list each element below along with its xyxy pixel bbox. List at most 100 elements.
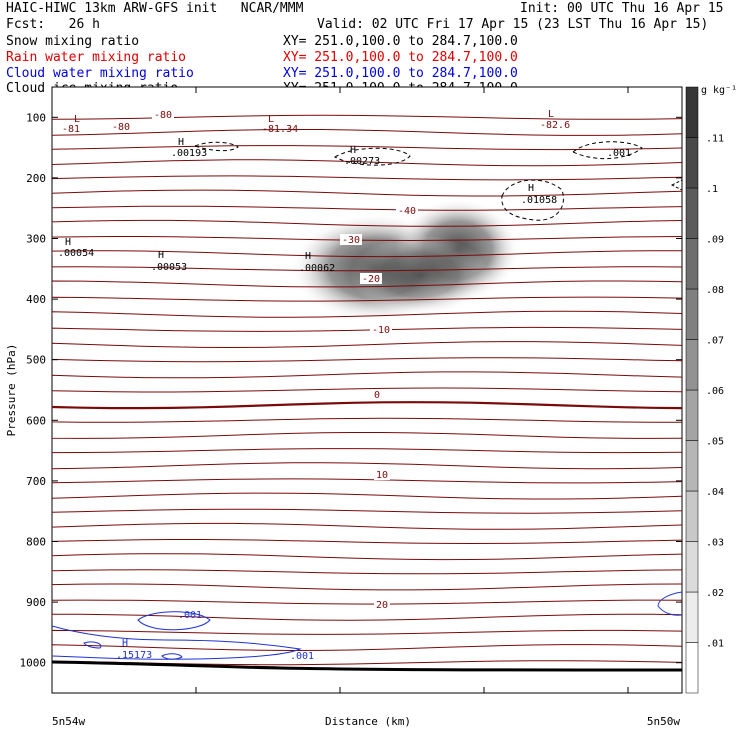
- temp-label: -80: [112, 122, 130, 133]
- isotherm: [52, 145, 682, 151]
- temp-label-bg: [370, 324, 392, 335]
- extremum-type: H: [178, 137, 184, 148]
- extremum-value: .00054: [58, 248, 94, 259]
- field-snow-xy: XY= 251.0,100.0 to 284.7,100.0: [283, 34, 518, 49]
- colorbar-bin: [685, 440, 699, 492]
- isotherm: [52, 492, 682, 500]
- isotherm: [52, 159, 682, 167]
- ice-contour: [501, 179, 564, 221]
- x-tick-label-right: 5n50w: [647, 715, 680, 728]
- temp-label: -10: [372, 325, 390, 336]
- isotherm: [52, 432, 682, 439]
- isotherm: [52, 539, 682, 545]
- colorbar: .01 .02 .03 .04 .05 .06 .07 .08 .09 .1 .11 g kg⁻¹: [685, 85, 737, 694]
- colorbar-bin: [685, 137, 699, 189]
- temp-label-bg: [360, 273, 382, 284]
- y-tick-label: 400: [26, 293, 46, 306]
- x-tick-label-left: 5n54w: [52, 715, 85, 728]
- header-title: HAIC-HIWC 13km ARW-GFS init NCAR/MMM: [6, 1, 304, 16]
- colorbar-label: .07: [706, 336, 724, 347]
- colorbar-label: .11: [706, 134, 724, 145]
- isotherm: [52, 219, 682, 227]
- colorbar-label: .1: [706, 184, 718, 195]
- isotherm: [52, 326, 682, 332]
- isotherm: [52, 387, 682, 393]
- water-contour: [657, 591, 682, 616]
- extremum-type: H: [158, 250, 164, 261]
- y-axis-label: Pressure (hPa): [5, 344, 18, 437]
- colorbar-label: .03: [706, 538, 724, 549]
- isotherm: [52, 644, 682, 652]
- isotherm: [52, 522, 682, 530]
- ice-contour: [333, 147, 411, 166]
- extremum-value: -81.34: [262, 124, 298, 135]
- x-axis-label: Distance (km): [325, 715, 411, 728]
- y-tick-label: 600: [26, 414, 46, 427]
- extremum-type: H: [122, 638, 128, 649]
- colorbar-bin: [685, 642, 699, 694]
- water-contour: [161, 653, 183, 660]
- temp-label: 0: [374, 390, 380, 401]
- temp-label-bg: [374, 469, 390, 480]
- isotherm: [52, 569, 682, 575]
- isotherm: [52, 114, 682, 120]
- ice-contour-label: .001: [607, 148, 631, 159]
- isotherm: [52, 310, 682, 318]
- extremum-type: H: [305, 251, 311, 262]
- isotherm: [52, 417, 682, 423]
- extremum-value: .15173: [116, 650, 152, 661]
- extremum-value: -82.6: [540, 120, 570, 131]
- extremum-type: H: [528, 183, 534, 194]
- y-tick-label: 900: [26, 596, 46, 609]
- colorbar-label: .01: [706, 639, 724, 650]
- isotherm: [52, 129, 682, 136]
- colorbar-bin: [685, 86, 699, 138]
- colorbar-label: .05: [706, 437, 724, 448]
- isotherm: [52, 613, 682, 621]
- field-snow-name: Snow mixing ratio: [6, 34, 140, 49]
- colorbar-bin: [685, 389, 699, 441]
- colorbar-bin: [685, 591, 699, 643]
- y-tick-label: 200: [26, 172, 46, 185]
- colorbar-label: .09: [706, 235, 724, 246]
- colorbar-label: .04: [706, 487, 724, 498]
- isotherm: [52, 280, 682, 288]
- y-tick-label: 500: [26, 354, 46, 367]
- field-rain-name: Rain water mixing ratio: [6, 50, 187, 65]
- isotherm: [52, 296, 682, 302]
- extremum-value: .00062: [299, 263, 335, 274]
- temp-label: -80: [154, 110, 172, 121]
- isotherm: [52, 401, 682, 410]
- isotherm: [52, 462, 682, 470]
- field-cloudwater-xy: XY= 251.0,100.0 to 284.7,100.0: [283, 66, 518, 81]
- cloud-water-contours: [52, 591, 682, 660]
- extremum-type: H: [350, 145, 356, 156]
- colorbar-bin: [685, 288, 699, 340]
- y-tick-label: 1000: [20, 657, 47, 670]
- extremum-type: L: [74, 114, 80, 125]
- extremum-value: .00193: [171, 148, 207, 159]
- field-rain-xy: XY= 251.0,100.0 to 284.7,100.0: [283, 50, 518, 65]
- temp-label-bg: [374, 599, 390, 610]
- water-contour-label: .001: [178, 610, 202, 621]
- isotherm: [52, 629, 682, 635]
- isotherm: [52, 508, 682, 514]
- temperature-contours: [52, 114, 682, 666]
- extremum-value: .01058: [521, 195, 557, 206]
- isotherm: [52, 448, 682, 454]
- isotherm: [52, 205, 682, 211]
- colorbar-bin: [685, 238, 699, 290]
- ice-contour: [572, 141, 643, 160]
- extremum-type: H: [65, 237, 71, 248]
- temp-label-bg: [340, 234, 362, 245]
- ice-contour: [670, 179, 682, 191]
- isotherm: [52, 357, 682, 363]
- temp-label-bg: [152, 109, 174, 120]
- extremum-value: .00273: [344, 156, 380, 167]
- isotherm: [52, 599, 682, 605]
- water-contour-label: .001: [290, 651, 314, 662]
- colorbar-bin: [685, 187, 699, 239]
- y-tick-label: 700: [26, 475, 46, 488]
- colorbar-bin: [685, 541, 699, 593]
